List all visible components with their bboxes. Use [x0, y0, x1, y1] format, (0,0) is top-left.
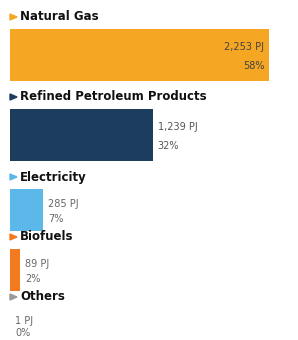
Text: 32%: 32% — [158, 141, 179, 151]
Bar — [10, 29, 269, 81]
Text: 285 PJ: 285 PJ — [48, 199, 78, 209]
Text: Others: Others — [20, 290, 65, 304]
Text: 7%: 7% — [48, 214, 63, 224]
Text: Electricity: Electricity — [20, 170, 87, 184]
Polygon shape — [10, 294, 17, 300]
Text: 1 PJ: 1 PJ — [15, 316, 33, 326]
Polygon shape — [10, 174, 17, 180]
Bar — [10, 109, 153, 161]
Text: 1,239 PJ: 1,239 PJ — [158, 122, 197, 132]
Text: 0%: 0% — [15, 328, 30, 339]
Text: 89 PJ: 89 PJ — [25, 259, 49, 269]
Bar — [10, 249, 20, 291]
Polygon shape — [10, 14, 17, 20]
Text: 58%: 58% — [243, 62, 264, 71]
Polygon shape — [10, 94, 17, 100]
Text: Biofuels: Biofuels — [20, 231, 74, 243]
Text: Natural Gas: Natural Gas — [20, 11, 99, 23]
Polygon shape — [10, 234, 17, 240]
Bar — [10, 189, 43, 231]
Text: 2%: 2% — [25, 274, 41, 284]
Text: 2,253 PJ: 2,253 PJ — [224, 42, 264, 52]
Text: Refined Petroleum Products: Refined Petroleum Products — [20, 90, 207, 103]
